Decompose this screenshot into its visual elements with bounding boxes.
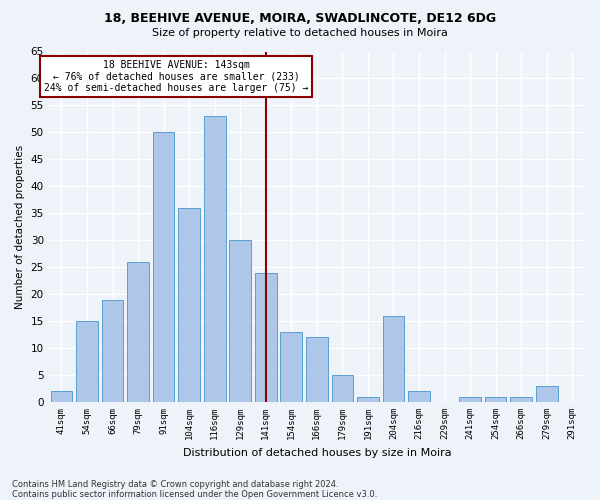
Bar (50, 392, 72, 402)
Bar (332, 375, 353, 402)
Bar (255, 272, 277, 402)
Bar (383, 316, 404, 402)
Text: 18, BEEHIVE AVENUE, MOIRA, SWADLINCOTE, DE12 6DG: 18, BEEHIVE AVENUE, MOIRA, SWADLINCOTE, … (104, 12, 496, 26)
Bar (127, 262, 149, 402)
Bar (510, 396, 532, 402)
Bar (306, 338, 328, 402)
Bar (536, 386, 557, 402)
Bar (485, 396, 506, 402)
Bar (459, 396, 481, 402)
Bar (178, 208, 200, 402)
Text: 18 BEEHIVE AVENUE: 143sqm
← 76% of detached houses are smaller (233)
24% of semi: 18 BEEHIVE AVENUE: 143sqm ← 76% of detac… (44, 60, 308, 93)
Text: Contains HM Land Registry data © Crown copyright and database right 2024.: Contains HM Land Registry data © Crown c… (12, 480, 338, 489)
Bar (357, 396, 379, 402)
Bar (76, 321, 98, 402)
Bar (204, 116, 226, 402)
X-axis label: Distribution of detached houses by size in Moira: Distribution of detached houses by size … (182, 448, 451, 458)
Text: Contains public sector information licensed under the Open Government Licence v3: Contains public sector information licen… (12, 490, 377, 499)
Bar (229, 240, 251, 402)
Bar (101, 300, 124, 402)
Bar (280, 332, 302, 402)
Text: Size of property relative to detached houses in Moira: Size of property relative to detached ho… (152, 28, 448, 38)
Bar (408, 392, 430, 402)
Y-axis label: Number of detached properties: Number of detached properties (15, 144, 25, 309)
Bar (153, 132, 175, 402)
